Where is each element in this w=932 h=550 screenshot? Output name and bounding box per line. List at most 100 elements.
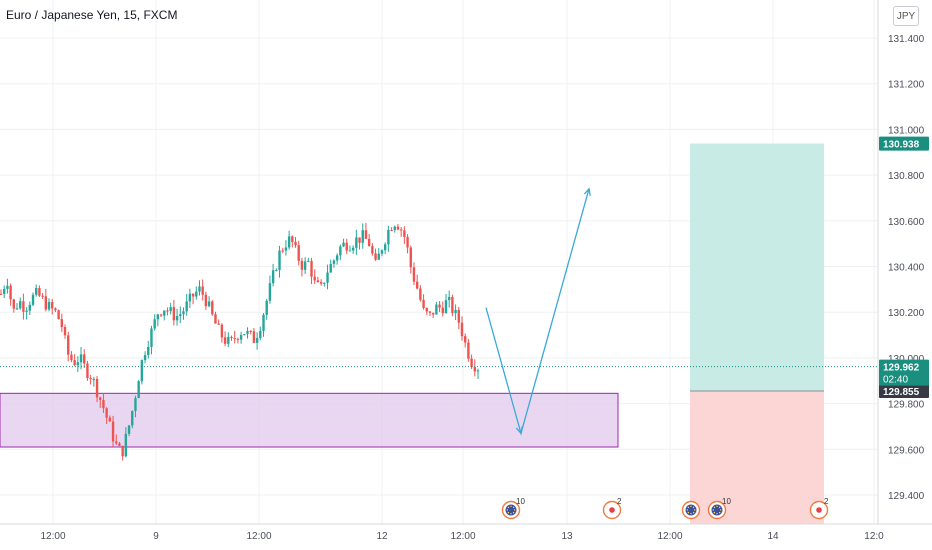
candle-body bbox=[198, 286, 201, 292]
candle-body bbox=[76, 362, 80, 366]
price-axis: 131.400 131.200 131.000 130.800 130.600 130.4… bbox=[877, 0, 932, 550]
candle-body bbox=[393, 226, 396, 231]
event-markers[interactable]: 10 2 10 2 bbox=[501, 497, 830, 520]
candle-body bbox=[470, 358, 473, 368]
projection-arrowhead-up bbox=[583, 187, 591, 196]
flag-star bbox=[718, 511, 721, 514]
candle-body bbox=[361, 230, 364, 243]
event-marker[interactable] bbox=[681, 500, 701, 520]
target-price-badge-label: 130.938 bbox=[883, 140, 920, 151]
flag-star bbox=[692, 506, 695, 509]
event-count: 10 bbox=[516, 497, 525, 506]
candle-body bbox=[371, 246, 374, 254]
candle-body bbox=[166, 310, 169, 312]
candle-body bbox=[451, 296, 454, 314]
candle-body bbox=[396, 226, 400, 230]
time-tick-label: 12 bbox=[376, 531, 388, 542]
flag-star bbox=[507, 511, 510, 514]
candle-body bbox=[281, 250, 284, 252]
candle-body bbox=[150, 328, 153, 347]
candle-body bbox=[127, 425, 131, 434]
candle-body bbox=[438, 304, 441, 308]
time-tick-label: 12:00 bbox=[657, 531, 682, 542]
candle-body bbox=[207, 301, 211, 307]
candle-body bbox=[156, 314, 160, 320]
candle-body bbox=[259, 330, 262, 339]
entry-price-badge-bg bbox=[879, 384, 929, 399]
candle-body bbox=[297, 245, 300, 261]
candle-body bbox=[230, 336, 233, 339]
flag-star bbox=[512, 506, 515, 509]
candle-body bbox=[387, 230, 390, 245]
flag-star bbox=[716, 513, 718, 515]
candle-body bbox=[204, 294, 208, 307]
flag-star bbox=[690, 505, 692, 507]
price-tick-label: 129.800 bbox=[888, 400, 925, 411]
candle-body bbox=[303, 261, 307, 270]
candle-body bbox=[431, 312, 435, 315]
currency-button[interactable]: JPY bbox=[893, 6, 919, 26]
candle-body bbox=[182, 311, 185, 315]
candle-body bbox=[342, 242, 345, 247]
price-tick-label: 129.400 bbox=[888, 491, 925, 502]
event-marker[interactable]: 10 bbox=[707, 497, 732, 520]
candle-body bbox=[457, 309, 460, 323]
event-marker[interactable]: 2 bbox=[602, 497, 623, 520]
jp-flag-icon bbox=[609, 507, 615, 513]
candle-body bbox=[140, 360, 144, 382]
candle-body bbox=[467, 342, 470, 359]
flag-star bbox=[687, 506, 690, 509]
candle-body bbox=[79, 354, 83, 363]
candle-body bbox=[131, 410, 134, 426]
candle-body bbox=[57, 310, 60, 320]
flag-star bbox=[686, 509, 688, 511]
candle-body bbox=[275, 269, 278, 271]
candle-body bbox=[185, 301, 188, 312]
candle-body bbox=[25, 310, 28, 312]
candle-body bbox=[463, 336, 467, 343]
candle-body bbox=[105, 408, 108, 418]
candle-body bbox=[99, 397, 102, 400]
candle-body bbox=[287, 236, 291, 248]
candle-body bbox=[223, 337, 227, 344]
candle-body bbox=[339, 246, 342, 256]
price-tick-label: 130.000 bbox=[888, 354, 925, 365]
candle-body bbox=[70, 354, 73, 361]
candle-body bbox=[118, 443, 121, 446]
candle-body bbox=[291, 236, 294, 242]
candle-body bbox=[425, 308, 428, 312]
candle-body bbox=[435, 304, 438, 315]
stop-zone bbox=[690, 391, 824, 524]
price-tick-label: 131.200 bbox=[888, 80, 925, 91]
candle-body bbox=[22, 301, 25, 312]
candle-body bbox=[358, 237, 361, 243]
candle-body bbox=[163, 310, 166, 316]
candle-body bbox=[115, 441, 118, 444]
candle-body bbox=[335, 255, 339, 261]
candle-body bbox=[54, 308, 57, 311]
candle-body bbox=[12, 299, 16, 309]
candle-body bbox=[51, 302, 54, 309]
candle-body bbox=[172, 307, 176, 321]
candle-body bbox=[153, 319, 156, 329]
candle-body bbox=[367, 238, 371, 247]
event-marker[interactable]: 10 bbox=[501, 497, 526, 520]
chart-title: Euro / Japanese Yen, 15, FXCM bbox=[6, 8, 178, 22]
candle-body bbox=[329, 263, 332, 273]
flag-star bbox=[514, 509, 516, 511]
candle-body bbox=[249, 330, 252, 332]
candle-body bbox=[399, 229, 403, 231]
candle-body bbox=[246, 330, 249, 335]
candle-body bbox=[60, 319, 64, 328]
candle-body bbox=[310, 260, 313, 277]
candle-body bbox=[268, 283, 272, 301]
candle-body bbox=[351, 247, 355, 251]
price-tick-label: 129.600 bbox=[888, 445, 925, 456]
candle-body bbox=[300, 260, 304, 270]
event-marker[interactable]: 2 bbox=[809, 497, 830, 520]
candle-body bbox=[86, 363, 89, 379]
candle-body bbox=[313, 276, 316, 281]
flag-star bbox=[510, 513, 512, 515]
overlays bbox=[0, 187, 878, 436]
